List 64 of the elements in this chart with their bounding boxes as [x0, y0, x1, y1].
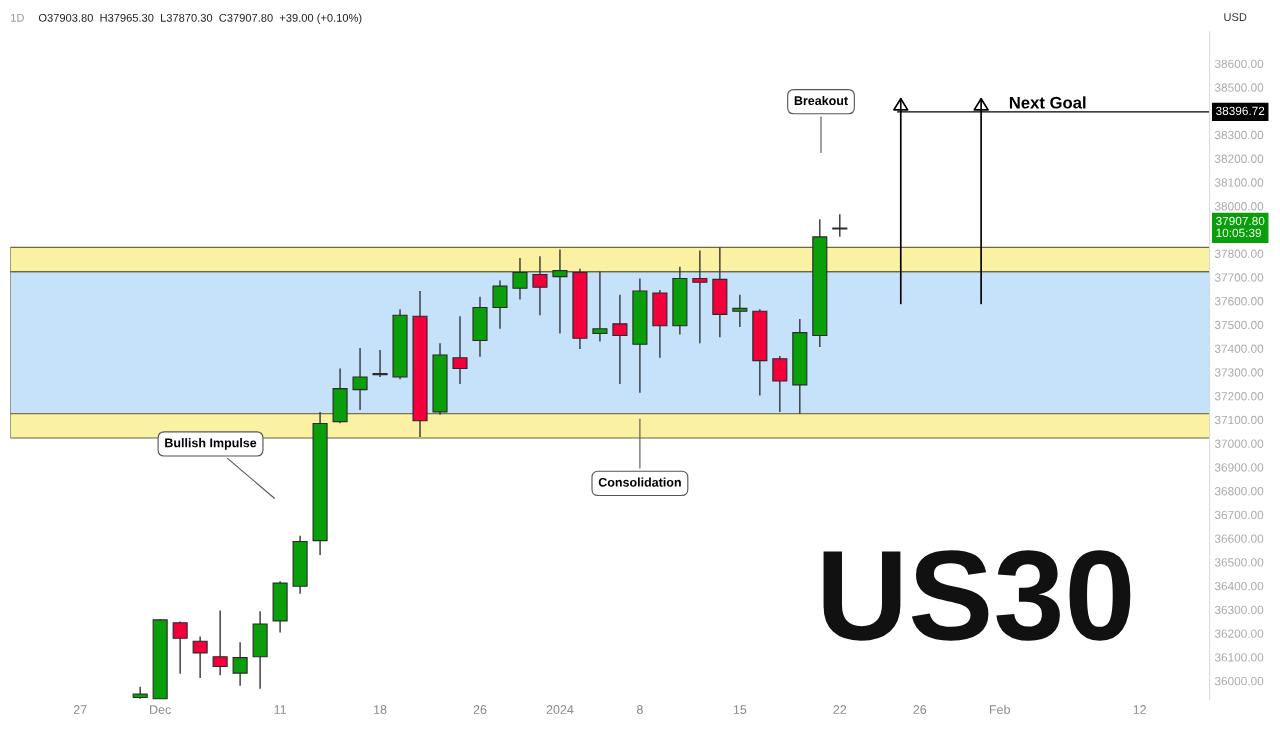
text: 37907.80 10:05:39: [1216, 216, 1265, 238]
candlestick: [732, 294, 748, 328]
x-tick-label: 11: [274, 705, 286, 714]
y-tick-label: 37100.00: [1214, 415, 1264, 425]
y-tick-label: 36400.00: [1214, 582, 1264, 591]
candlestick: [552, 248, 568, 335]
annotation: US30: [823, 550, 1131, 641]
candlestick: [212, 609, 228, 676]
candlestick: [192, 635, 208, 679]
y-tick-label: 37400.00: [1214, 344, 1264, 353]
chart-title: 1D: [11, 14, 24, 22]
chart-subtitle: O37903.80 H37965.30 L37870.30 C37907.80 +39.00 (+0.10%): [38, 13, 362, 24]
y-tick-label: 37500.00: [1214, 320, 1264, 330]
y-tick-label: 37000.00: [1214, 439, 1264, 448]
y-tick-label: 38100.00: [1214, 178, 1264, 187]
candlestick: [692, 249, 708, 344]
y-tick-label: 36700.00: [1214, 510, 1264, 520]
annotation: Consolidation: [598, 477, 681, 487]
candlestick: [832, 213, 848, 238]
candlestick: [512, 257, 528, 301]
y-tick-label: 36500.00: [1214, 558, 1264, 567]
text: USD: [1224, 13, 1247, 22]
x-tick-label: 26: [913, 705, 927, 714]
annotation: Breakout: [794, 95, 848, 106]
candlestick: [372, 349, 388, 378]
y-tick-label: 36600.00: [1214, 534, 1264, 543]
y-tick-label: 37600.00: [1214, 297, 1264, 306]
y-tick-label: 37700.00: [1214, 273, 1264, 282]
y-tick-label: 36100.00: [1214, 653, 1264, 662]
x-tick-label: 22: [833, 705, 847, 714]
candlestick: [772, 355, 788, 413]
ref-line-label: Next Goal: [1009, 96, 1086, 109]
candlestick: [452, 315, 468, 385]
y-tick-label: 38500.00: [1214, 83, 1264, 92]
y-tick-label: 37200.00: [1214, 392, 1264, 401]
candlestick: [532, 255, 548, 316]
y-tick-label: 36800.00: [1214, 487, 1264, 496]
x-tick-label: 15: [733, 705, 747, 714]
x-tick-label: 8: [636, 705, 643, 714]
x-tick-label: Feb: [989, 704, 1010, 714]
y-tick-label: 38200.00: [1214, 154, 1264, 163]
y-tick-label: 36900.00: [1214, 463, 1264, 472]
y-tick-label: 37800.00: [1214, 249, 1264, 258]
candlestick: [612, 294, 628, 385]
x-tick-label: 18: [374, 705, 387, 714]
y-tick-label: 36000.00: [1214, 676, 1264, 686]
y-tick-label: 36300.00: [1214, 605, 1264, 615]
x-tick-label: Dec: [150, 705, 171, 714]
candlestick: [492, 279, 508, 330]
text: 38396.72: [1216, 106, 1265, 116]
x-tick-label: 2024: [546, 705, 574, 714]
y-tick-label: 37300.00: [1214, 368, 1264, 377]
x-tick-label: 26: [473, 705, 487, 714]
candlestick: [592, 270, 608, 343]
x-tick-label: 27: [73, 705, 87, 714]
x-tick-label: 12: [1133, 705, 1146, 714]
annotation: Bullish Impulse: [165, 438, 257, 450]
y-tick-label: 38600.00: [1214, 59, 1264, 68]
y-tick-label: 38000.00: [1214, 202, 1264, 211]
y-tick-label: 36200.00: [1214, 629, 1264, 638]
y-tick-label: 38300.00: [1214, 130, 1264, 140]
candlestick: [352, 347, 368, 411]
candlestick: [232, 641, 248, 687]
candlestick: [172, 620, 188, 675]
